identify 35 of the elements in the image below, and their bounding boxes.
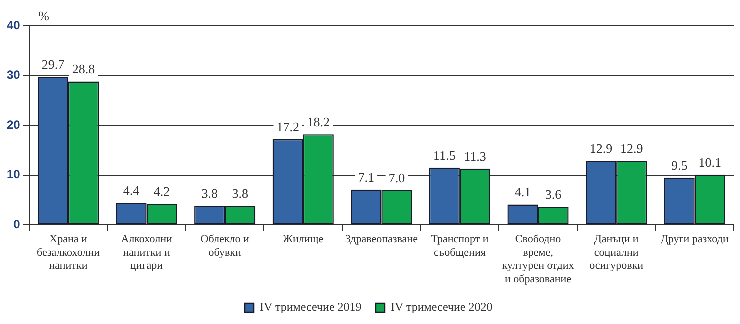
data-label: 7.0	[388, 170, 406, 186]
data-label: 4.4	[123, 183, 140, 198]
x-tick-label: Други разходи	[660, 234, 729, 246]
data-label: 3.8	[232, 186, 248, 202]
y-tick-label: 0	[14, 218, 21, 232]
x-tick-label: Транспорт и съобщения	[431, 234, 489, 259]
x-tick-label: Здравеопазване	[345, 234, 418, 246]
x-tick-label: Алкохолни напитки и цигари	[121, 234, 172, 272]
data-label: 3.6	[545, 187, 562, 202]
data-label: 11.5	[434, 148, 456, 163]
data-label: 11.3	[464, 148, 486, 164]
legend-label: IV тримесечие 2019	[260, 300, 362, 314]
data-label: 17.2	[276, 119, 300, 134]
data-label: 4.2	[154, 184, 170, 200]
data-label: 28.8	[72, 62, 96, 77]
data-label: 12.9	[620, 140, 644, 156]
x-tick-label: Храна и безалкохолни напитки	[36, 234, 100, 272]
y-tick-label: 10	[6, 168, 21, 182]
x-tick-label: Жилище	[283, 234, 324, 246]
data-label: 9.5	[671, 158, 688, 173]
y-tick-label: 30	[6, 68, 21, 82]
legend-label: IV тримесечие 2020	[391, 300, 493, 314]
data-label: 10.1	[698, 154, 722, 170]
data-label: 29.7	[42, 57, 66, 72]
x-tick-label: Данъци и социални осигуровки	[590, 234, 644, 272]
y-tick-label: 20	[6, 118, 21, 132]
x-tick-label: Облекло и обувки	[200, 234, 250, 259]
data-label: 7.1	[358, 170, 375, 185]
x-tick-label: Свободно време, културен отдих и образование	[502, 234, 575, 286]
data-label: 3.8	[202, 186, 218, 202]
data-label: 12.9	[590, 140, 613, 156]
data-label: 4.1	[514, 184, 532, 200]
y-axis-title: %	[38, 8, 50, 24]
data-label: 18.2	[307, 114, 330, 130]
y-tick-label: 40	[6, 18, 21, 32]
